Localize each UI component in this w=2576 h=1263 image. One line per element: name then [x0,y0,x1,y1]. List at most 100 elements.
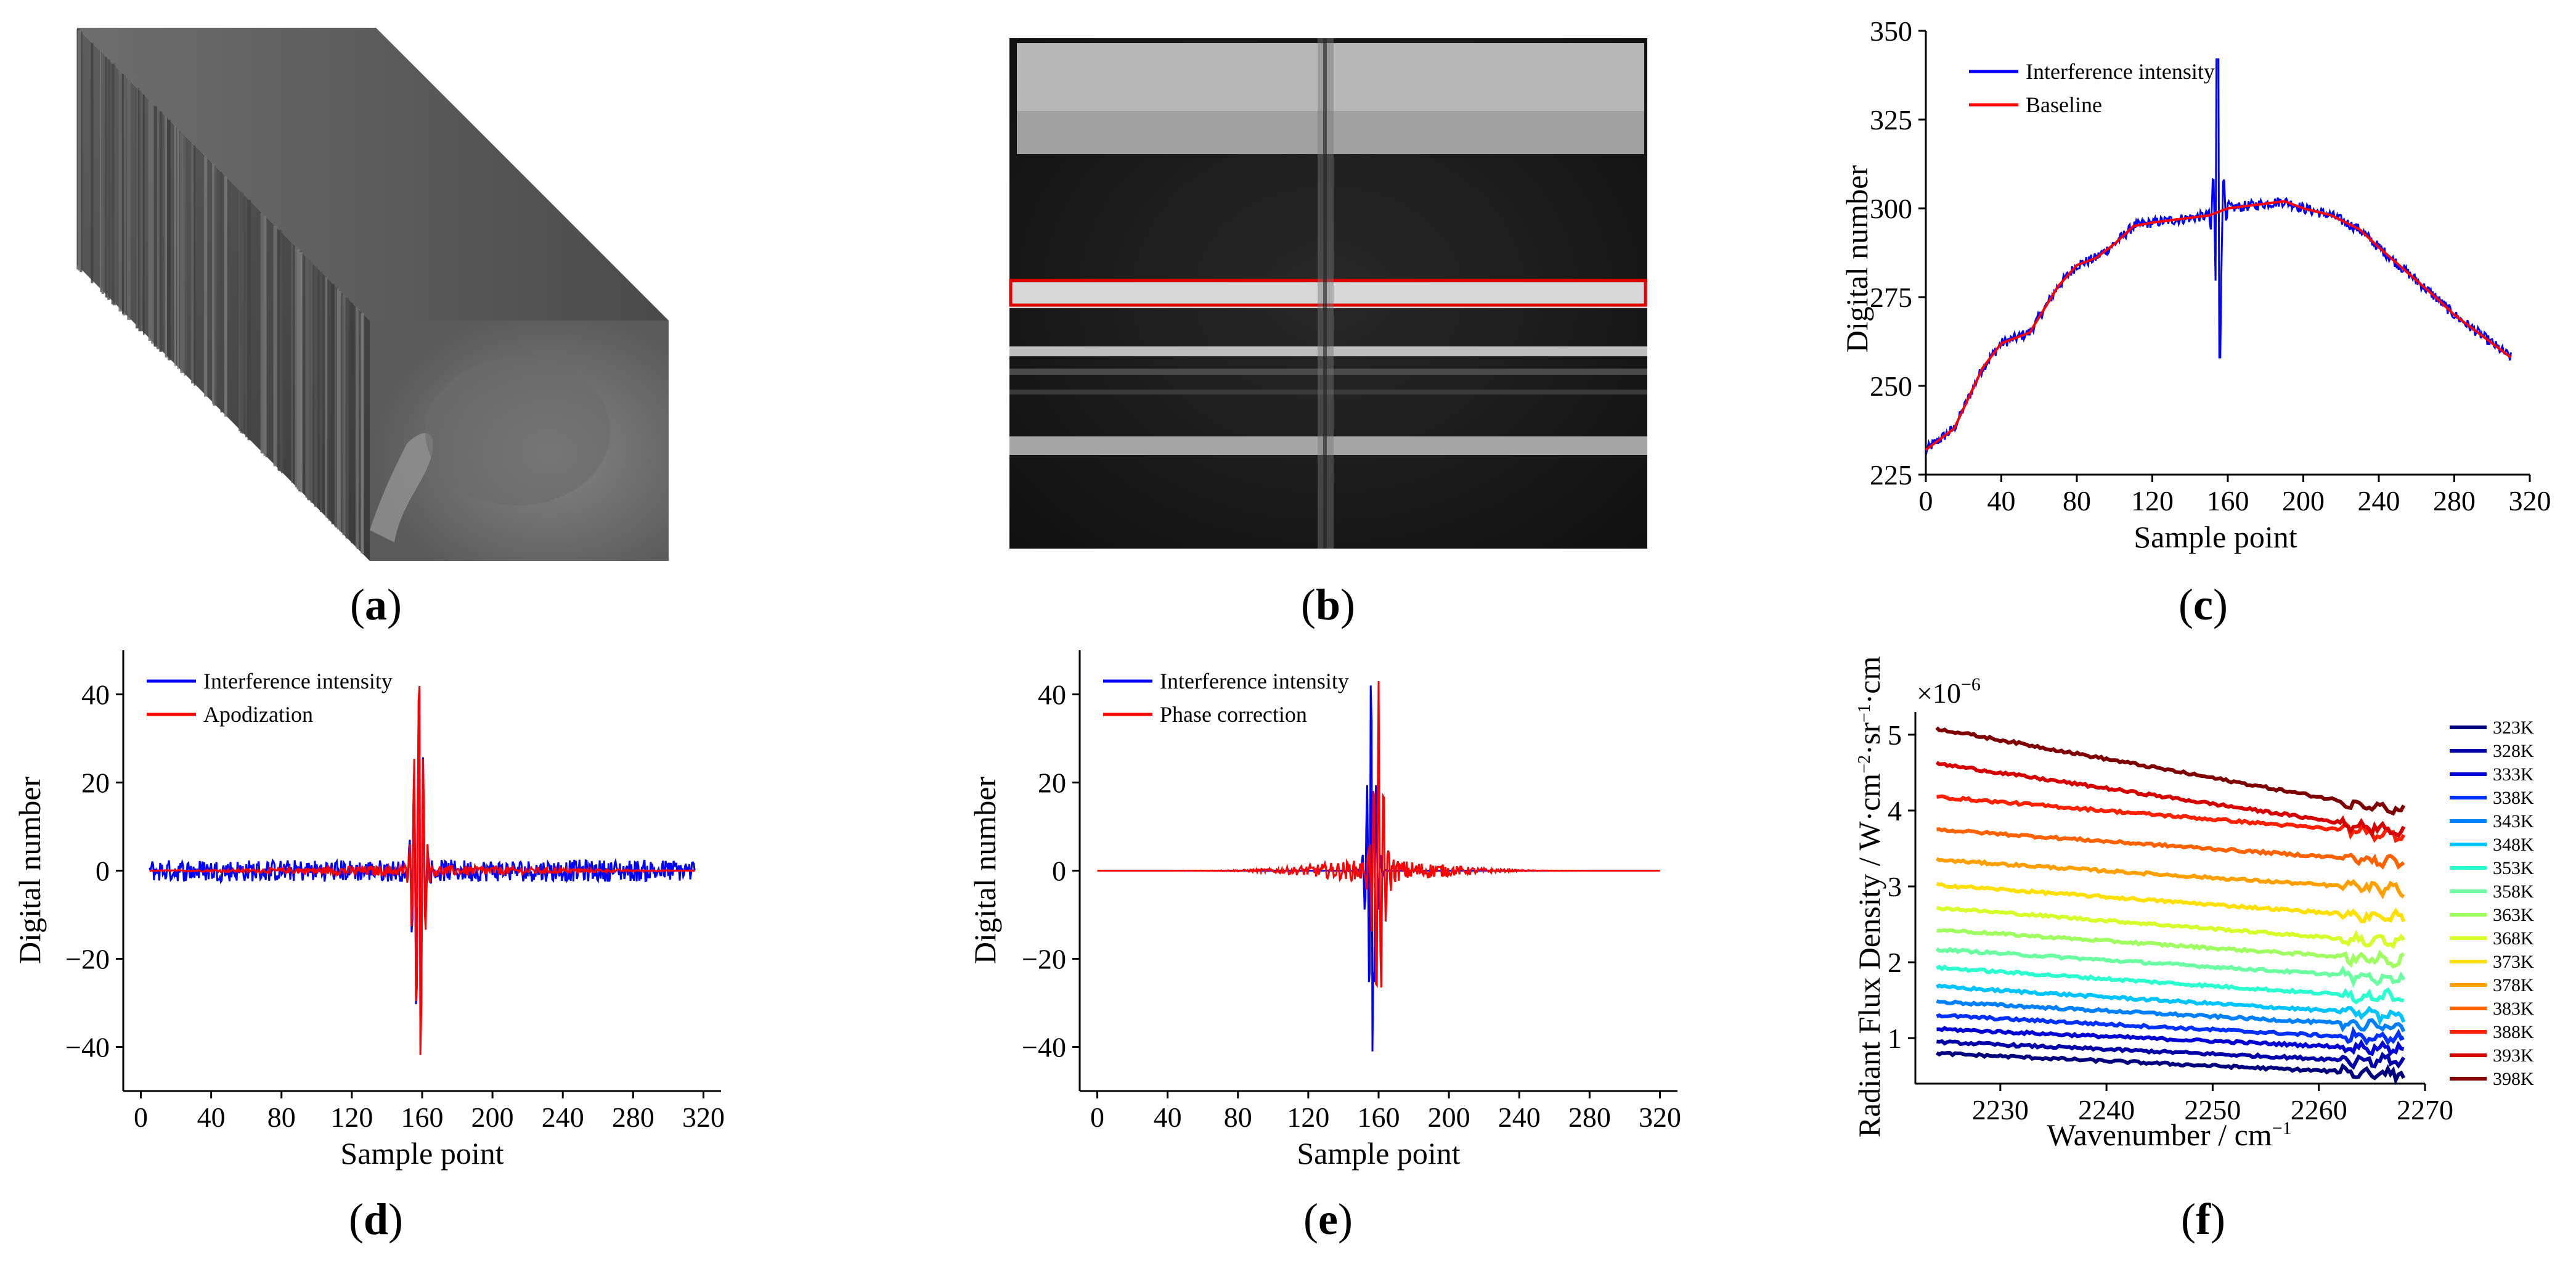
x-tick-label: 160 [2207,485,2249,517]
zero-path-fringe-dark [1323,38,1327,549]
x-tick-label: 0 [1090,1102,1104,1133]
bright-line-1 [1009,346,1647,356]
x-tick-label: 2270 [2397,1094,2453,1126]
series-baseline [1925,200,2512,451]
x-axis-title: Sample point [2134,520,2297,554]
series-353K [1936,964,2404,1005]
legend-label: 383K [2493,999,2534,1019]
x-tick-label: 240 [1498,1102,1541,1133]
chart-e-phase-correction: 0 40 80 120 160 200 240 280 320 −40 −20 0 20 40 Sample… [968,650,1681,1171]
series-phase-correction [1097,681,1660,989]
series-343K [1936,999,2406,1033]
series-388K [1936,794,2406,843]
cube-dark-spot [425,358,610,505]
series-348K [1935,983,2406,1026]
legend-label: 378K [2493,975,2534,995]
legend-label: 363K [2493,905,2534,925]
y-tick-label: 0 [96,856,110,887]
legend-label: Interference intensity [1160,669,1349,693]
y-axis-title: Digital number [12,777,47,964]
series-383K [1936,827,2405,870]
y-tick-label: 300 [1870,193,1912,224]
series-363K [1936,928,2405,969]
legend-label: Baseline [2026,92,2102,117]
x-tick-label: 120 [330,1102,373,1133]
y-tick-label: 0 [1052,856,1066,887]
chart-c-baseline: 0 40 80 120 160 200 240 280 320 225 250 275 300 325 35… [1840,15,2551,554]
x-tick-label: 200 [2282,485,2325,517]
x-tick-label: 80 [1224,1102,1252,1133]
panel-label-f: (f) [2181,1195,2225,1244]
panel-b-interferogram-image [1009,38,1647,549]
y-axis-title: Radiant Flux Density / W·cm−2·sr−1·cm [1852,656,1886,1138]
x-tick-label: 160 [1358,1102,1400,1133]
y-tick-label: −40 [65,1032,110,1063]
x-tick-label: 120 [1287,1102,1329,1133]
x-tick-label: 280 [2433,485,2476,517]
y-tick-label: −20 [1022,944,1066,975]
series-358K [1935,946,2406,988]
x-tick-label: 2240 [2078,1094,2135,1126]
legend-label: 368K [2493,928,2534,949]
series-368K [1936,905,2405,949]
x-axis-title: Sample point [340,1136,503,1171]
x-tick-label: 2230 [1972,1094,2029,1126]
faint-line-2 [1009,369,1647,375]
panel-label-d: (d) [349,1195,403,1244]
legend-label: 338K [2493,788,2534,808]
y-axis-title: Digital number [968,777,1002,964]
chart-d-apodization: 0 40 80 120 160 200 240 280 320 −40 −20 0 20 40 Sample… [12,650,725,1171]
y-tick-label: 3 [1888,871,1902,902]
x-tick-label: 320 [1639,1102,1681,1133]
series-apodization [149,685,695,1055]
panel-label-b: (b) [1301,580,1355,629]
y-tick-label: 5 [1888,719,1902,751]
legend-label: 328K [2493,741,2534,761]
x-tick-label: 200 [1428,1102,1470,1133]
series-373K [1936,881,2406,923]
y-tick-label: 40 [1038,679,1066,711]
y-tick-label: 2 [1888,947,1902,978]
series-323K [1935,1050,2406,1085]
series-398K [1935,726,2406,816]
series-378K [1936,857,2405,899]
x-tick-label: 160 [401,1102,444,1133]
y-scale-multiplier: ×10−6 [1917,674,1981,709]
x-tick-label: 80 [267,1102,296,1133]
bright-line-4 [1009,436,1647,455]
x-tick-label: 120 [2131,485,2174,517]
x-tick-label: 80 [2063,485,2091,517]
series-interference-intensity [1925,58,2512,455]
x-tick-label: 280 [1568,1102,1611,1133]
y-tick-label: 350 [1870,15,1912,47]
y-tick-label: 275 [1870,282,1912,313]
y-tick-label: 250 [1870,370,1912,402]
legend-label: 373K [2493,952,2534,972]
legend-label: 358K [2493,881,2534,902]
x-axis-title: Wavenumber / cm−1 [2047,1118,2291,1152]
panel-label-c: (c) [2179,580,2228,629]
x-tick-label: 40 [1154,1102,1182,1133]
legend-label: 393K [2493,1045,2534,1066]
panel-label-e: (e) [1303,1195,1353,1244]
x-tick-label: 240 [2358,485,2400,517]
x-tick-label: 320 [682,1102,725,1133]
x-axis-title: Sample point [1297,1136,1460,1171]
legend-label: Phase correction [1160,702,1307,727]
panel-label-a: (a) [350,580,402,629]
legend-label: Interference intensity [203,669,393,693]
y-tick-label: −40 [1022,1032,1066,1063]
legend-label: 348K [2493,835,2534,855]
series-328K [1936,1039,2406,1070]
y-tick-label: 1 [1888,1023,1902,1054]
cube-spectral-stripes [76,29,364,554]
legend-label: 323K [2493,717,2534,738]
legend-label: 333K [2493,764,2534,785]
chart-f-radiant-flux: 2230 2240 2250 2260 2270 1 2 3 4 5 Wavenumber / cm… [1852,656,2534,1152]
cube-bright-feature [370,433,433,542]
y-axis-title: Digital number [1840,165,1874,353]
panel-a-image-cube [76,28,669,561]
legend-label: 353K [2493,858,2534,878]
y-tick-label: 20 [1038,767,1066,799]
x-tick-label: 240 [542,1102,584,1133]
